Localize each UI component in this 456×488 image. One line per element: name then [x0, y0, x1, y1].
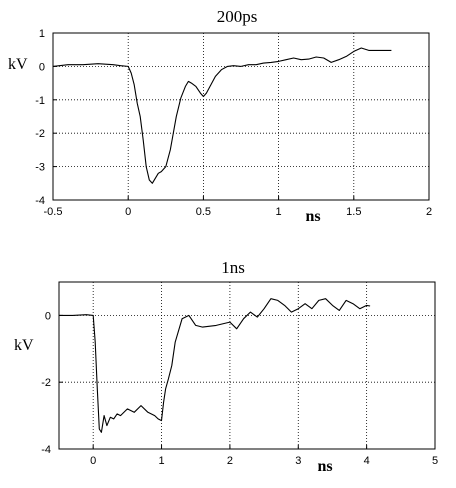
- y-ticks: 1 0 -1 -2 -3 -4: [35, 28, 57, 207]
- x-tick-label: 0: [90, 455, 96, 467]
- y-tick-label: 0: [39, 61, 45, 73]
- x-tick-label: 0.5: [196, 206, 211, 218]
- x-ticks: 0 1 2 3 4 5: [90, 445, 438, 467]
- chart-title: 200ps: [217, 7, 258, 26]
- y-tick-label: -2: [35, 128, 45, 140]
- y-tick-label: -4: [41, 444, 51, 456]
- series-line: [52, 47, 392, 184]
- chart-200ps: 200ps kV ns -0.5 0 0.5 1 1.5 2 1 0 -1 -2 -3 -4: [8, 7, 432, 225]
- series-group: [52, 47, 392, 184]
- chart-title: 1ns: [221, 258, 245, 277]
- plot-frame: [58, 281, 436, 450]
- x-tick-label: 3: [295, 455, 301, 467]
- plot-frame: [52, 32, 430, 201]
- x-tick-label: 1.5: [346, 206, 361, 218]
- x-tick-label: 0: [125, 206, 131, 218]
- chart-1ns: 1ns kV ns 0 1 2 3 4 5 0 -2 -4: [14, 258, 438, 475]
- series-line: [59, 298, 371, 433]
- x-axis-label: ns: [305, 208, 320, 225]
- y-tick-label: 0: [45, 310, 51, 322]
- y-ticks: 0 -2 -4: [41, 310, 63, 456]
- y-axis-label: kV: [8, 56, 28, 73]
- x-tick-label: 2: [227, 455, 233, 467]
- x-tick-label: 1: [158, 455, 164, 467]
- grid: [59, 282, 435, 449]
- y-tick-label: -2: [41, 377, 51, 389]
- y-tick-label: 1: [39, 28, 45, 40]
- y-tick-label: -4: [35, 195, 45, 207]
- y-axis-label: kV: [14, 337, 34, 354]
- x-tick-label: 1: [276, 206, 282, 218]
- y-tick-label: -1: [35, 95, 45, 107]
- x-tick-label: 4: [364, 455, 370, 467]
- x-tick-label: 5: [432, 455, 438, 467]
- x-tick-label: -0.5: [44, 206, 63, 218]
- x-axis-label: ns: [317, 458, 332, 475]
- series-group: [59, 298, 371, 433]
- y-tick-label: -3: [35, 162, 45, 174]
- x-tick-label: 2: [426, 206, 432, 218]
- grid: [53, 33, 429, 200]
- x-ticks: -0.5 0 0.5 1 1.5 2: [44, 196, 432, 218]
